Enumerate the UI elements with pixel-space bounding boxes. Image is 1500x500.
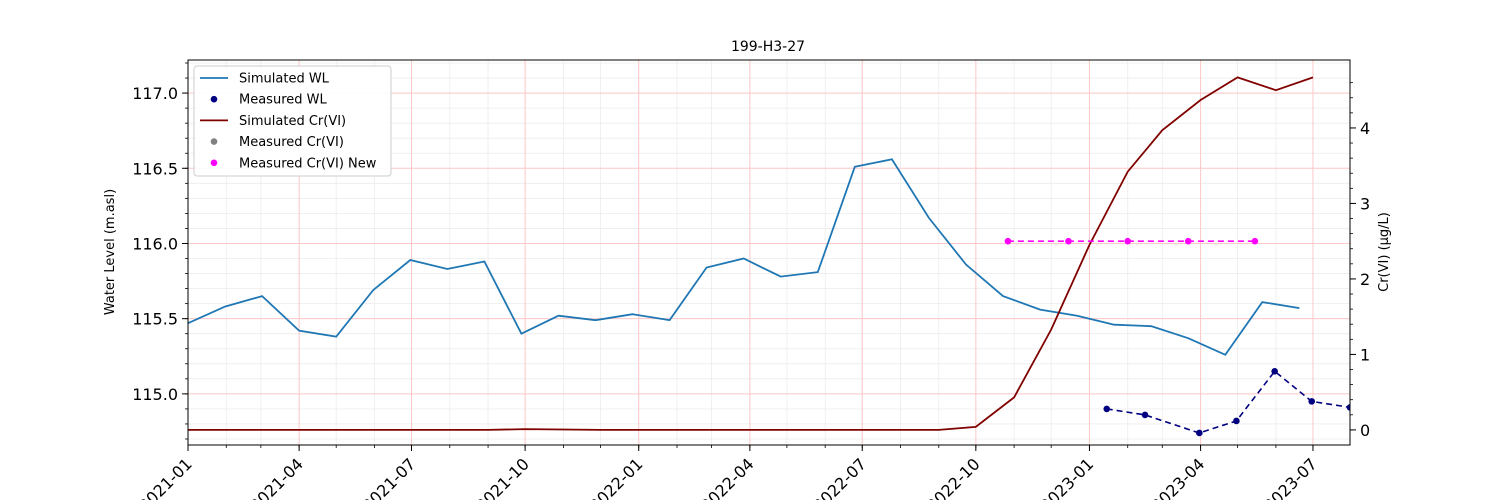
legend-item: Measured WL	[210, 93, 327, 108]
y-left-tick-label: 115.0	[132, 385, 178, 404]
y-right-tick-label: 4	[1360, 119, 1370, 138]
series-measured-cr-vi-new	[1004, 237, 1259, 245]
chart-title: 199-H3-27	[731, 39, 805, 55]
series-line	[188, 158, 1300, 356]
series-simulated-wl	[188, 158, 1300, 356]
data-point	[1346, 404, 1350, 411]
data-point	[1141, 411, 1149, 419]
series-layer	[188, 76, 1350, 437]
y-left-tick-label: 116.5	[132, 159, 178, 178]
legend-swatch	[210, 95, 218, 103]
y-right-tick-label: 1	[1360, 345, 1370, 364]
data-point	[1065, 237, 1072, 245]
legend-label: Simulated WL	[239, 72, 330, 87]
y-axis-left-label: Water Level (m.asl)	[103, 189, 118, 315]
data-point	[1251, 237, 1259, 245]
y-axis-right-label: Cr(VI) (μg/L)	[1377, 212, 1392, 292]
y-left-tick-label: 117.0	[132, 84, 178, 103]
data-point	[1184, 237, 1192, 245]
legend-item: Simulated Cr(VI)	[200, 114, 346, 129]
data-point	[1271, 368, 1278, 375]
series-line	[188, 76, 1314, 431]
y-right-tick-label: 3	[1360, 194, 1370, 213]
data-point	[1308, 398, 1316, 405]
plot-frame	[187, 59, 1351, 446]
data-point	[1103, 405, 1111, 413]
legend-swatch	[210, 159, 218, 167]
data-point	[1004, 237, 1012, 245]
data-point	[1233, 417, 1240, 425]
data-point	[1124, 237, 1132, 245]
legend-label: Simulated Cr(VI)	[239, 114, 346, 129]
legend-item: Measured Cr(VI) New	[210, 156, 377, 171]
legend-item: Simulated WL	[200, 72, 330, 87]
legend-label: Measured WL	[239, 93, 327, 108]
legend-label: Measured Cr(VI) New	[239, 156, 377, 171]
legend-item: Measured Cr(VI)	[210, 135, 344, 150]
legend-swatch	[210, 138, 218, 145]
legend-box	[193, 65, 392, 177]
legend: Simulated WL Measured WL Simulated Cr(VI) M…	[193, 65, 392, 177]
series-measured-wl	[1103, 368, 1350, 437]
y-right-tick-label: 2	[1360, 270, 1370, 289]
series-simulated-cr-vi-	[188, 76, 1314, 431]
y-left-tick-label: 115.5	[132, 310, 178, 329]
legend-label: Measured Cr(VI)	[239, 135, 344, 150]
y-left-tick-label: 116.0	[132, 234, 178, 253]
data-point	[1196, 429, 1203, 437]
y-right-tick-label: 0	[1360, 421, 1370, 440]
